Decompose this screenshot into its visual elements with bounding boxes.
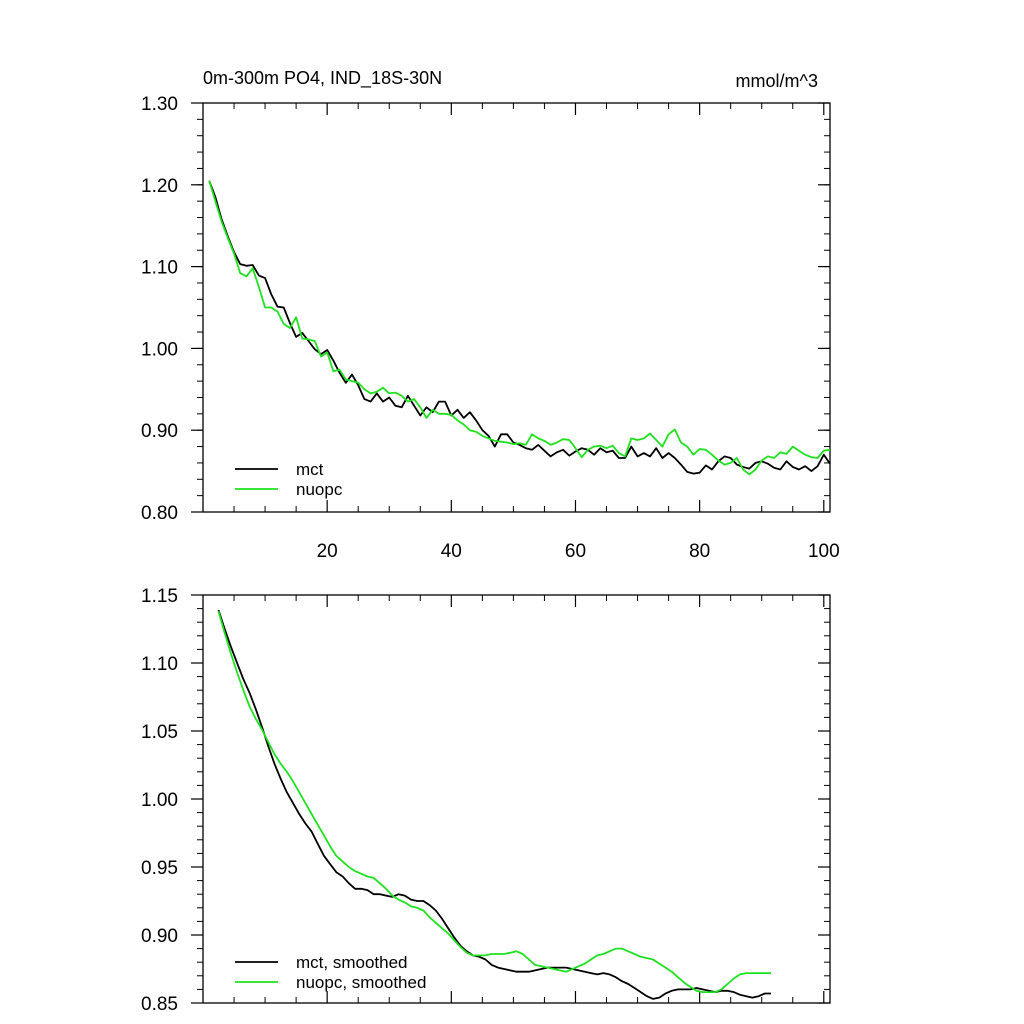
- y-tick-label: 0.95: [141, 858, 178, 879]
- y-tick-label: 0.80: [141, 503, 178, 524]
- y-tick-label: 1.30: [141, 94, 178, 115]
- chart-title: 0m-300m PO4, IND_18S-30N: [203, 68, 442, 89]
- legend-label: mct: [296, 460, 324, 479]
- legend-label: mct, smoothed: [296, 953, 408, 972]
- y-tick-label: 1.20: [141, 176, 178, 197]
- series-line-nuopc-smoothed: [217, 611, 771, 993]
- plot-frame: [202, 594, 831, 1004]
- bottom-panel: 0.85 0.90 0.95 1.00 1.05 1.10 1.15 mct, smoothe…: [141, 586, 831, 1015]
- x-tick-label: 20: [317, 541, 338, 562]
- x-tick-label: 40: [441, 541, 462, 562]
- y-tick-label: 0.90: [141, 926, 178, 947]
- y-tick-label: 1.10: [141, 258, 178, 279]
- plot-frame: [202, 102, 831, 513]
- y-tick-label: 1.15: [141, 586, 178, 607]
- y-tick-label: 1.05: [141, 722, 178, 743]
- y-tick-label: 1.10: [141, 654, 178, 675]
- series-line-nuopc: [208, 180, 831, 476]
- legend-label: nuopc: [296, 480, 343, 499]
- y-tick-label: 1.00: [141, 790, 178, 811]
- x-tick-label: 80: [689, 541, 710, 562]
- x-tick-label: 60: [565, 541, 586, 562]
- series-line-mct: [208, 180, 831, 475]
- legend-label: nuopc, smoothed: [296, 973, 426, 992]
- y-tick-label: 0.90: [141, 421, 178, 442]
- y-tick-label: 1.00: [141, 339, 178, 360]
- x-tick-label: 100: [808, 541, 840, 562]
- top-panel: 20 40 60 80 100 0.80 0.90 1.00 1.10 1.20 1.30 mctnu…: [141, 94, 840, 562]
- units-label: mmol/m^3: [736, 71, 818, 91]
- series-line-mct-smoothed: [217, 609, 771, 1000]
- y-tick-label: 0.85: [141, 994, 178, 1015]
